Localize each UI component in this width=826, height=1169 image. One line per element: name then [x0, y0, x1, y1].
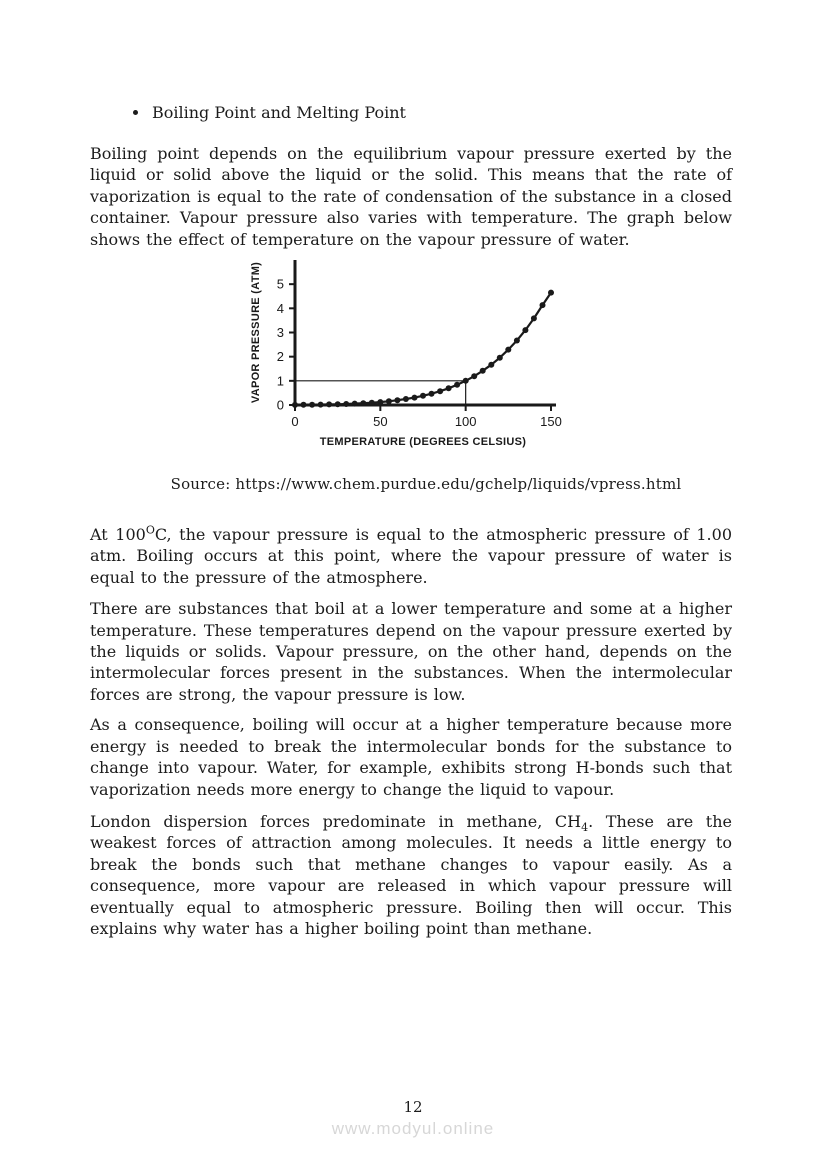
svg-text:5: 5	[277, 277, 284, 292]
document-content: Boiling Point and Melting Point Boiling …	[0, 102, 826, 939]
subscript-four: 4	[581, 821, 589, 835]
text-segment: . These are the weakest forces of attrac…	[90, 811, 733, 938]
page-number: 12	[403, 1098, 423, 1116]
svg-text:0: 0	[277, 398, 284, 413]
svg-text:4: 4	[277, 301, 284, 316]
source-caption: Source: https://www.chem.purdue.edu/gche…	[170, 475, 682, 494]
watermark: www.modyul.online	[331, 1119, 495, 1138]
chart-figure: 0 1 2 3 4 5 0 50 100 150 TEMPERATURE (DEGREES CELS…	[228, 257, 732, 461]
paragraph-london-forces: London dispersion forces predominate in …	[90, 811, 732, 939]
paragraph-intro: Boiling point depends on the equilibrium…	[90, 144, 732, 249]
svg-text:150: 150	[540, 414, 562, 429]
svg-text:1: 1	[277, 373, 284, 388]
svg-text:0: 0	[291, 414, 298, 429]
svg-text:TEMPERATURE (DEGREES CELSIUS): TEMPERATURE (DEGREES CELSIUS)	[320, 436, 527, 448]
paragraph-consequence: As a consequence, boiling will occur at …	[90, 715, 732, 799]
paragraph-boiling-point: At 100OC, the vapour pressure is equal t…	[90, 524, 732, 588]
text-segment: C, the vapour pressure is equal to the a…	[90, 525, 733, 587]
superscript-degree-o: O	[145, 523, 155, 537]
svg-text:3: 3	[277, 325, 284, 340]
svg-text:2: 2	[277, 349, 284, 364]
svg-text:VAPOR PRESSURE (ATM): VAPOR PRESSURE (ATM)	[250, 262, 262, 403]
svg-text:50: 50	[373, 414, 387, 429]
bullet-list: Boiling Point and Melting Point	[90, 102, 732, 124]
svg-text:100: 100	[455, 414, 477, 429]
text-segment: London dispersion forces predominate in …	[90, 811, 582, 831]
paragraph-substances: There are substances that boil at a lowe…	[90, 599, 732, 704]
text-segment: At 100	[90, 525, 146, 545]
section-heading: Boiling Point and Melting Point	[150, 102, 732, 124]
